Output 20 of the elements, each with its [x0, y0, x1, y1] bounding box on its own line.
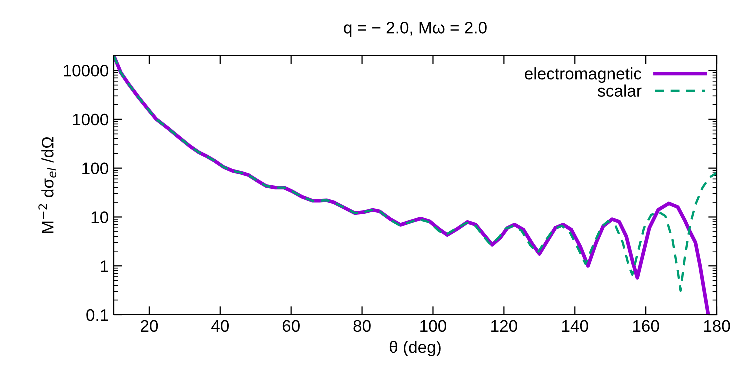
- x-tick-label: 120: [492, 320, 518, 332]
- y-axis-title: M$^{−2}$ dσ$_{el}$ /dΩ: [38, 137, 57, 234]
- legend-label: scalar: [598, 84, 642, 97]
- legend-label: electromagnetic: [525, 68, 642, 84]
- x-tick-label: 160: [633, 320, 660, 332]
- x-tick-label: 20: [141, 320, 158, 332]
- y-tick-label: 100: [82, 162, 108, 175]
- x-tick-label: 80: [354, 320, 371, 332]
- x-tick-label: 60: [282, 320, 300, 332]
- x-tick-label: 100: [420, 320, 446, 332]
- y-tick-label: 0.1: [86, 309, 108, 322]
- y-tick-label: 1: [101, 260, 108, 272]
- x-tick-label: 180: [704, 320, 730, 332]
- x-tick-label: 40: [212, 320, 230, 332]
- x-tick-label: 140: [562, 320, 588, 332]
- x-axis-title: θ (deg): [390, 340, 441, 356]
- chart-title: q = − 2.0, Mω = 2.0: [344, 22, 487, 38]
- y-tick-label: 10: [92, 212, 108, 224]
- y-tick-label: 1000: [73, 114, 108, 126]
- y-tick-label: 10000: [64, 64, 108, 77]
